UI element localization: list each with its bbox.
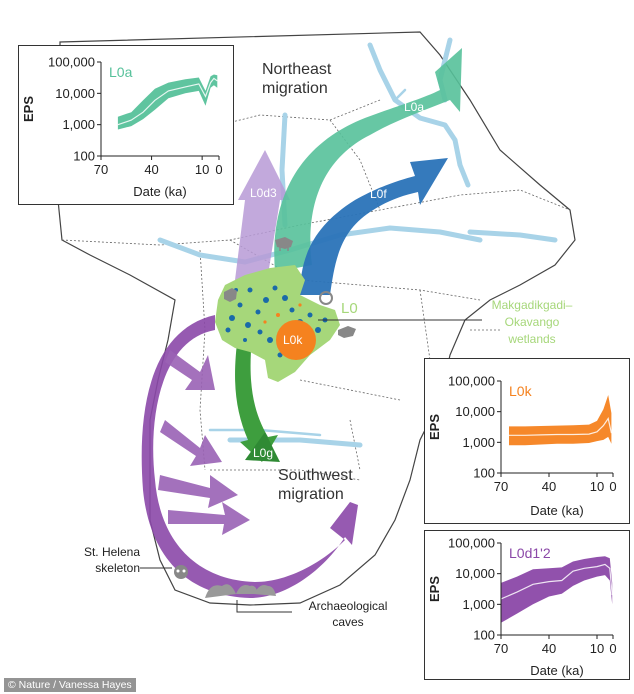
homeland-label-L0: L0 — [341, 300, 358, 317]
homeland-label-L0k: L0k — [283, 333, 303, 347]
series-label: L0a — [109, 64, 133, 80]
y-tick-label: 100,000 — [448, 536, 495, 551]
x-tick-label: 10 — [590, 641, 604, 656]
y-axis-title: EPS — [427, 576, 442, 602]
y-tick-label: 100,000 — [48, 55, 95, 70]
cave-icon — [205, 584, 276, 598]
animal-icon — [319, 291, 333, 305]
wetlands-label-line2: Okavango — [504, 315, 560, 329]
x-tick-label: 40 — [542, 479, 556, 494]
southwest-migration-label: Southwest migration — [278, 466, 353, 504]
image-credit: © Nature / Vanessa Hayes — [4, 678, 136, 692]
wetlands-label: Makgadikgadi– Okavango wetlands — [482, 297, 582, 348]
arrow-L0d3 — [235, 150, 290, 280]
x-tick-label: 40 — [542, 641, 556, 656]
y-tick-label: 100,000 — [448, 374, 495, 389]
animal-icon — [224, 288, 237, 302]
northeast-label-line1: Northeast — [262, 61, 332, 78]
animal-icon — [338, 326, 356, 338]
eps-confidence-band — [117, 74, 218, 130]
x-axis-title: Date (ka) — [530, 503, 583, 518]
caves-label-line2: caves — [332, 615, 364, 629]
y-tick-label: 100 — [473, 466, 495, 481]
x-tick-label: 10 — [195, 162, 209, 177]
northeast-label-line2: migration — [262, 80, 328, 97]
inset-chart-L0a: 100,000 10,000 1,000 100 70 40 10 0 Date (ka) EPS… — [18, 45, 234, 205]
x-tick-label: 40 — [144, 162, 158, 177]
wetland-dots-orange — [263, 303, 302, 324]
inset-chart-L0k: 100,000 10,000 1,000 100 70 40 10 0 Date (ka) EPS… — [424, 358, 630, 524]
series-label: L0d1'2 — [509, 545, 551, 561]
arrow-L0d1-2-branches — [158, 350, 250, 535]
caves-label: Archaeological caves — [292, 598, 404, 630]
arrow-label-L0a: L0a — [404, 100, 425, 114]
eps-confidence-band — [509, 395, 612, 446]
annotation-lines — [140, 567, 292, 613]
caves-label-line1: Archaeological — [308, 599, 388, 613]
x-tick-label: 0 — [609, 641, 616, 656]
inset-chart-L0d1-2: 100,000 10,000 1,000 100 70 40 10 0 Date (ka) EPS… — [424, 530, 630, 680]
arrow-label-L0d1-2: L0d1'2 — [272, 550, 308, 564]
eps-median-line — [117, 77, 218, 126]
y-tick-label: 1,000 — [62, 117, 95, 132]
y-tick-label: 1,000 — [462, 597, 495, 612]
northeast-migration-label: Northeast migration — [262, 60, 331, 98]
x-tick-label: 0 — [215, 162, 222, 177]
x-tick-label: 70 — [494, 641, 508, 656]
wetlands-label-line1: Makgadikgadi– — [491, 298, 573, 312]
series-label: L0k — [509, 383, 533, 399]
st-helena-label-line2: skeleton — [95, 561, 140, 575]
y-tick-label: 100 — [473, 628, 495, 643]
skull-icon — [174, 565, 188, 579]
arrow-L0g — [235, 335, 278, 462]
x-tick-label: 10 — [590, 479, 604, 494]
wetlands-label-line3: wetlands — [508, 332, 556, 346]
eps-median-line — [500, 563, 613, 600]
arrow-label-L0f: L0f — [370, 187, 387, 201]
x-tick-label: 70 — [94, 162, 108, 177]
x-axis-title: Date (ka) — [133, 184, 186, 199]
y-tick-label: 10,000 — [455, 404, 495, 419]
arrow-label-L0g: L0g — [253, 446, 274, 460]
southwest-label-line1: Southwest — [278, 467, 353, 484]
y-tick-label: 100 — [73, 149, 95, 164]
eps-median-line — [509, 417, 612, 436]
st-helena-label-line1: St. Helena — [83, 545, 140, 559]
arrow-label-L0d3: L0d3 — [250, 186, 277, 200]
x-tick-label: 70 — [494, 479, 508, 494]
y-axis-title: EPS — [427, 414, 442, 440]
y-tick-label: 1,000 — [462, 435, 495, 450]
arrow-L0f — [300, 158, 448, 295]
southwest-label-line2: migration — [278, 486, 344, 503]
st-helena-label: St. Helena skeleton — [62, 544, 140, 576]
y-axis-title: EPS — [21, 96, 36, 122]
x-tick-label: 0 — [609, 479, 616, 494]
y-tick-label: 10,000 — [455, 566, 495, 581]
arrow-L0g-head — [245, 432, 280, 462]
y-tick-label: 10,000 — [55, 86, 95, 101]
animal-icon — [275, 237, 293, 251]
x-axis-title: Date (ka) — [530, 663, 583, 678]
L0k-homeland-circle — [276, 320, 316, 360]
arrow-L0a — [274, 48, 462, 272]
eps-confidence-band — [501, 556, 613, 623]
